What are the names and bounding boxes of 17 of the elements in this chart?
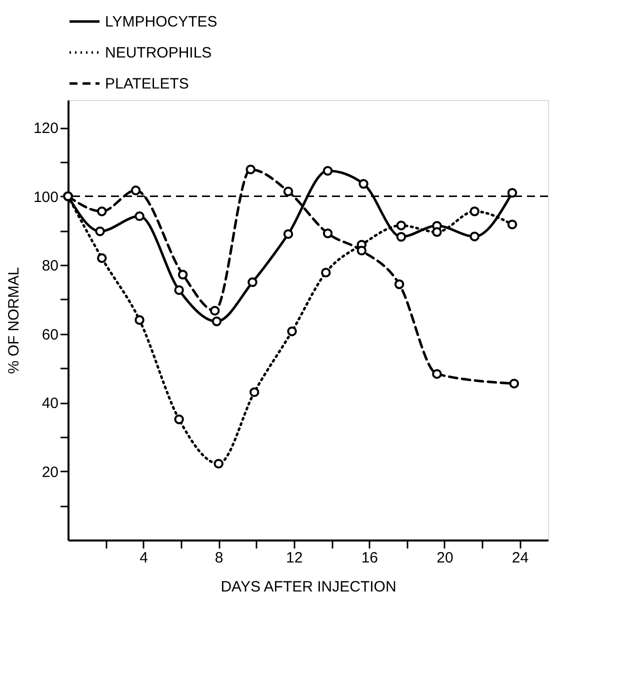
y-tick-label: 100 xyxy=(33,188,58,206)
x-tick-label: 20 xyxy=(436,550,454,566)
y-tick-label: 20 xyxy=(42,464,58,481)
legend-label: LYMPHOCYTES xyxy=(105,14,218,30)
y-tick-label: 120 xyxy=(33,120,58,137)
legend-label: NEUTROPHILS xyxy=(105,44,212,62)
y-tick-label: 80 xyxy=(42,258,58,274)
x-tick-label: 12 xyxy=(286,550,303,566)
x-tick-label: 16 xyxy=(361,550,378,566)
y-tick-label: 40 xyxy=(42,395,58,412)
x-axis-title: DAYS AFTER INJECTION xyxy=(220,578,396,596)
y-axis-title: % OF NORMAL xyxy=(5,267,22,374)
x-tick-label: 4 xyxy=(140,550,148,566)
y-tick-label: 60 xyxy=(42,326,58,344)
x-tick-label: 8 xyxy=(214,550,224,566)
x-tick-label: 24 xyxy=(512,550,529,566)
legend-label: PLATELETS xyxy=(105,76,189,92)
